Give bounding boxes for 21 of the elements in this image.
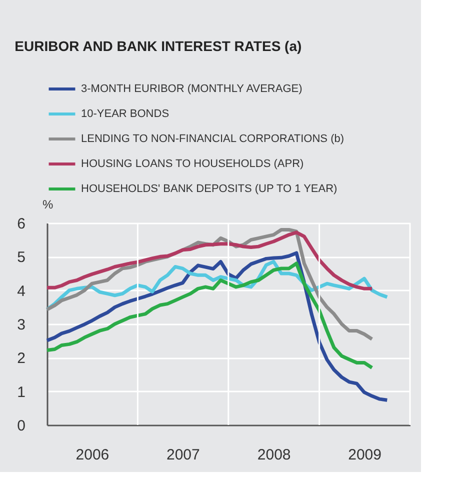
y-tick-label: 4 (17, 282, 26, 300)
x-tick-label: 2007 (166, 446, 200, 464)
y-tick-label: 1 (17, 384, 26, 401)
line-series (45, 262, 374, 370)
x-tick-label: 2006 (76, 446, 110, 464)
legend-label: LENDING TO NON-FINANCIAL CORPORATIONS (b) (81, 133, 344, 145)
line-series (45, 251, 389, 402)
x-tick-label: 2009 (348, 446, 382, 464)
legend-label: 10-YEAR BONDS (81, 108, 170, 120)
y-axis-title: % (42, 198, 54, 212)
line-series (45, 230, 374, 290)
y-tick-label: 0 (17, 418, 26, 434)
legend-label: HOUSEHOLDS' BANK DEPOSITS (UP TO 1 YEAR) (81, 183, 338, 195)
y-tick-label: 3 (17, 316, 26, 334)
y-tick-label: 6 (17, 216, 26, 232)
y-tick-label: 5 (17, 249, 26, 266)
legend-label: HOUSING LOANS TO HOUSEHOLDS (APR) (81, 158, 304, 170)
x-tick-label: 2008 (257, 446, 291, 464)
chart-title: EURIBOR AND BANK INTEREST RATES (a) (14, 38, 302, 54)
y-tick-label: 2 (17, 350, 26, 368)
legend-label: 3-MONTH EURIBOR (MONTHLY AVERAGE) (81, 83, 302, 95)
